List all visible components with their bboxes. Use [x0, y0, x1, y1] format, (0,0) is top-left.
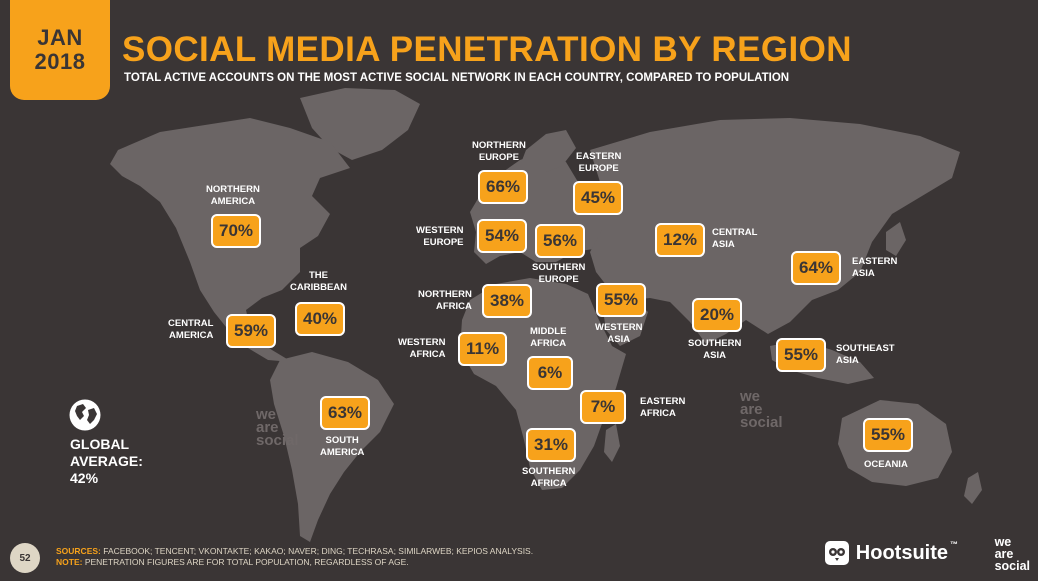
- page-subtitle: TOTAL ACTIVE ACCOUNTS ON THE MOST ACTIVE…: [124, 72, 790, 84]
- region-label-northern-africa: NORTHERN AFRICA: [418, 289, 472, 312]
- global-average-value: 42%: [70, 470, 99, 486]
- region-label-southern-europe: SOUTHERN EUROPE: [532, 262, 586, 285]
- region-value-eastern-europe: 45%: [573, 181, 624, 215]
- region-value-south-america: 63%: [320, 396, 371, 430]
- region-value-southern-africa: 31%: [526, 428, 577, 462]
- watermark: we are social: [256, 406, 299, 449]
- region-label-eastern-africa: EASTERN AFRICA: [640, 396, 686, 419]
- watermark: we are social: [740, 388, 783, 431]
- region-label-middle-africa: MIDDLE AFRICA: [530, 326, 567, 349]
- region-label-oceania: OCEANIA: [864, 459, 908, 470]
- hootsuite-logo: Hootsuite ™: [824, 540, 958, 566]
- scandinavia-shape: [516, 130, 576, 190]
- region-value-oceania: 55%: [863, 418, 914, 452]
- date-month: JAN: [37, 25, 83, 50]
- region-value-caribbean: 40%: [295, 302, 346, 336]
- region-label-south-america: SOUTH AMERICA: [320, 435, 365, 458]
- asia-shape: [590, 118, 960, 344]
- sources-note: SOURCES: FACEBOOK; TENCENT; VKONTAKTE; K…: [56, 546, 534, 567]
- page-title: SOCIAL MEDIA PENETRATION BY REGION: [122, 30, 852, 69]
- region-value-middle-africa: 6%: [527, 356, 573, 390]
- region-value-northern-europe: 66%: [478, 170, 529, 204]
- region-label-southeast-asia: SOUTHEAST ASIA: [836, 343, 895, 366]
- globe-icon: [69, 399, 101, 431]
- region-label-western-asia: WESTERN ASIA: [595, 322, 643, 345]
- region-value-western-asia: 55%: [596, 283, 647, 317]
- region-value-southern-europe: 56%: [535, 224, 586, 258]
- date-badge: JAN 2018: [10, 0, 110, 100]
- region-label-central-asia: CENTRAL ASIA: [712, 227, 758, 250]
- region-value-western-europe: 54%: [477, 219, 528, 253]
- region-value-northern-america: 70%: [211, 214, 262, 248]
- region-label-northern-europe: NORTHERN EUROPE: [472, 140, 526, 163]
- region-value-eastern-africa: 7%: [580, 390, 626, 424]
- japan-shape: [886, 222, 906, 256]
- date-year: 2018: [34, 49, 86, 74]
- region-value-central-asia: 12%: [655, 223, 706, 257]
- region-label-central-america: CENTRAL AMERICA: [168, 318, 214, 341]
- region-label-southern-africa: SOUTHERN AFRICA: [522, 466, 576, 489]
- page-number: 52: [10, 543, 40, 573]
- region-label-eastern-asia: EASTERN ASIA: [852, 256, 898, 279]
- region-value-southern-asia: 20%: [692, 298, 743, 332]
- region-label-southern-asia: SOUTHERN ASIA: [688, 338, 742, 361]
- region-value-western-africa: 11%: [458, 332, 508, 366]
- owl-icon: [824, 541, 849, 565]
- region-value-central-america: 59%: [226, 314, 277, 348]
- we-are-social-logo: we are social: [994, 535, 1030, 573]
- global-average: GLOBAL AVERAGE: 42%: [70, 436, 143, 486]
- region-label-western-africa: WESTERN AFRICA: [398, 337, 446, 360]
- region-value-eastern-asia: 64%: [791, 251, 842, 285]
- new-zealand-shape: [964, 472, 982, 504]
- region-label-caribbean: THE CARIBBEAN: [290, 270, 347, 293]
- region-value-northern-africa: 38%: [482, 284, 533, 318]
- region-value-southeast-asia: 55%: [776, 338, 827, 372]
- region-label-eastern-europe: EASTERN EUROPE: [576, 151, 622, 174]
- region-label-northern-america: NORTHERN AMERICA: [206, 184, 260, 207]
- region-label-western-europe: WESTERN EUROPE: [416, 225, 464, 248]
- madagascar-shape: [604, 424, 620, 462]
